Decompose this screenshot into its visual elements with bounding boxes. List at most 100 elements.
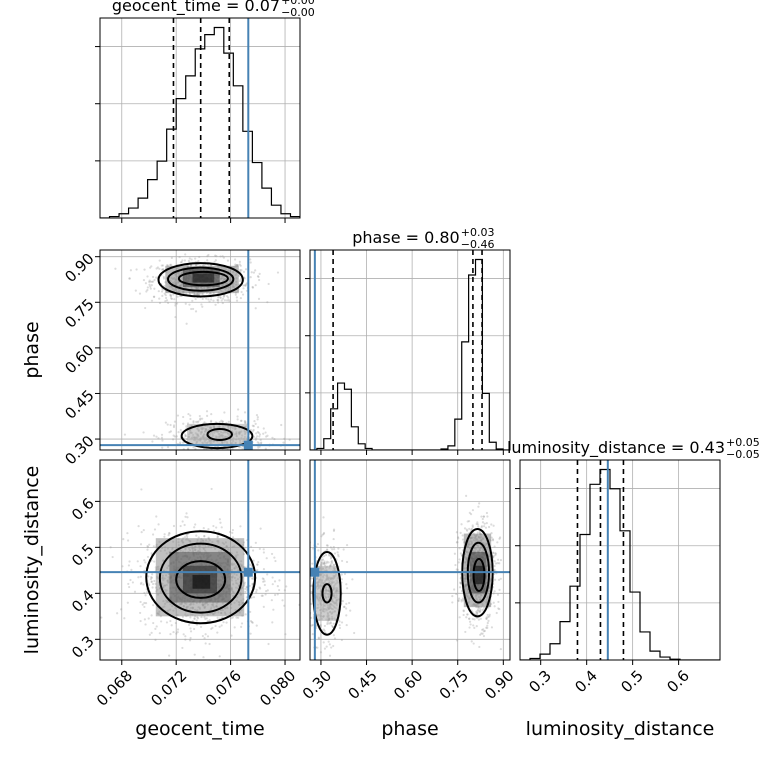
sample-point: [100, 616, 103, 619]
sample-point: [479, 617, 482, 620]
sample-point: [156, 266, 159, 269]
sample-point: [271, 436, 274, 439]
sample-point: [225, 453, 227, 455]
sample-point: [172, 425, 176, 429]
sample-point: [164, 421, 167, 424]
sample-point: [109, 546, 112, 549]
contour: [312, 550, 342, 636]
sample-point: [492, 524, 495, 527]
sample-point: [153, 528, 157, 531]
sample-point: [192, 307, 195, 311]
sample-point: [152, 621, 155, 625]
sample-point: [494, 552, 498, 555]
sample-point: [480, 526, 483, 529]
sample-point: [259, 527, 262, 530]
sample-point: [146, 288, 149, 292]
sample-point: [492, 555, 495, 558]
sample-point: [498, 588, 501, 591]
sample-point: [244, 284, 247, 287]
sample-point: [485, 511, 489, 515]
sample-point: [271, 583, 274, 586]
sample-point: [270, 552, 274, 556]
sample-point: [493, 545, 496, 548]
sample-point: [150, 580, 153, 583]
sample-point: [176, 302, 179, 305]
sample-point: [158, 632, 161, 635]
sample-point: [189, 616, 192, 619]
sample-point: [126, 539, 130, 542]
sample-point: [324, 553, 328, 557]
sample-point: [151, 280, 155, 283]
sample-point: [172, 630, 175, 634]
sample-point: [166, 446, 170, 449]
sample-point: [456, 541, 459, 544]
sample-point: [215, 526, 218, 529]
sample-point: [266, 434, 269, 437]
sample-point: [345, 602, 348, 605]
sample-point: [323, 629, 326, 632]
sample-point: [179, 524, 182, 528]
sample-point: [128, 277, 131, 280]
sample-point: [468, 626, 471, 629]
sample-point: [243, 419, 246, 423]
sample-point: [182, 461, 184, 463]
sample-point: [189, 414, 192, 417]
sample-point: [218, 518, 221, 521]
sample-point: [182, 422, 185, 425]
sample-point: [150, 265, 153, 268]
x-tick-label: 0.60: [390, 667, 426, 703]
sample-point: [329, 563, 332, 566]
sample-point: [141, 603, 144, 606]
sample-point: [153, 287, 156, 290]
sample-point: [163, 533, 166, 536]
sample-point: [252, 425, 255, 428]
sample-point: [321, 558, 325, 561]
sample-point: [240, 269, 243, 272]
sample-point: [179, 428, 182, 432]
sample-point: [225, 299, 229, 302]
sample-point: [143, 601, 146, 605]
sample-point: [345, 583, 348, 586]
sample-point: [239, 268, 242, 272]
sample-point: [337, 555, 340, 558]
sample-point: [169, 619, 172, 623]
sample-point: [481, 521, 485, 524]
sample-point: [262, 605, 265, 608]
sample-point: [481, 628, 484, 631]
sample-point: [455, 541, 458, 544]
sample-point: [456, 568, 459, 571]
sample-point: [320, 563, 323, 566]
sample-point: [176, 630, 179, 634]
sample-point: [235, 264, 238, 267]
sample-point: [252, 435, 256, 438]
sample-point: [323, 624, 326, 628]
sample-point: [150, 576, 153, 579]
sample-point: [219, 255, 222, 258]
sample-point: [495, 611, 498, 615]
sample-point: [127, 564, 131, 567]
sample-point: [283, 437, 286, 440]
sample-point: [225, 295, 229, 298]
sample-point: [327, 561, 330, 564]
sample-point: [214, 259, 217, 262]
sample-point: [253, 420, 256, 423]
sample-point: [239, 296, 242, 300]
sample-point: [152, 295, 156, 298]
sample-point: [471, 509, 475, 512]
sample-point: [319, 564, 323, 567]
sample-point: [155, 435, 158, 438]
sample-point: [206, 255, 209, 258]
sample-point: [468, 620, 472, 623]
sample-point: [499, 558, 503, 562]
sample-point: [114, 267, 117, 270]
sample-point: [493, 560, 496, 563]
sample-point: [255, 413, 259, 417]
sample-point: [244, 613, 247, 616]
sample-point: [255, 624, 258, 627]
sample-point: [458, 547, 461, 550]
sample-point: [214, 624, 217, 628]
sample-point: [465, 616, 468, 619]
sample-point: [236, 415, 239, 418]
sample-point: [310, 624, 313, 627]
sample-point: [468, 617, 471, 620]
